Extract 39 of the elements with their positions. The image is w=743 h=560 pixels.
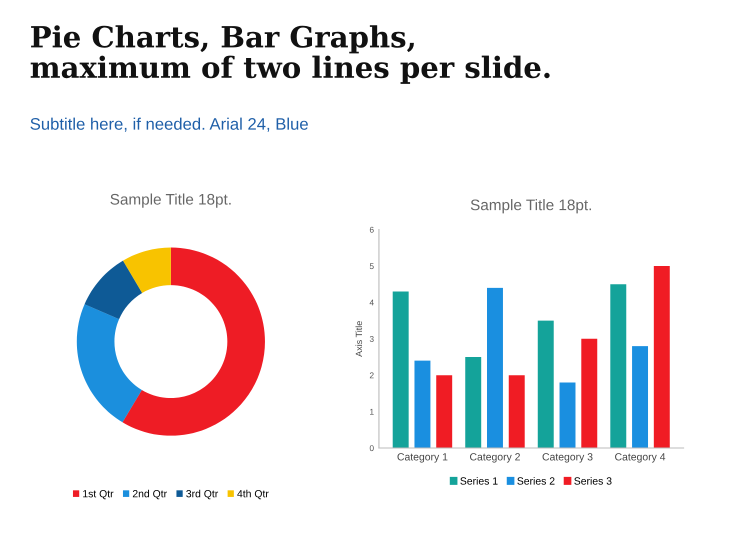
bar [632, 346, 648, 448]
y-tick-label: 0 [370, 445, 374, 452]
bar [436, 375, 452, 448]
legend-label: Series 3 [574, 477, 612, 485]
y-tick-label: 5 [370, 263, 374, 270]
text: Subtitle here, if needed. Arial 24, Blue [30, 118, 308, 132]
y-tick-label: 3 [370, 336, 374, 342]
legend-label: 2nd Qtr [132, 490, 167, 500]
y-axis-title: Axis Title [355, 321, 362, 357]
donut-slice [123, 248, 171, 294]
bar [465, 357, 482, 448]
legend-label: Series 2 [517, 477, 555, 485]
bar [487, 288, 503, 448]
bar [414, 360, 430, 448]
y-tick-label: 2 [370, 372, 374, 378]
bar [654, 266, 670, 448]
legend-label: 4th Qtr [237, 490, 269, 500]
bar [560, 382, 576, 448]
x-tick-label: Category 1 [398, 453, 448, 463]
donut-slice [84, 260, 142, 320]
donut-slice [122, 248, 265, 436]
y-tick-label: 4 [370, 300, 374, 306]
x-tick-label: Category 4 [615, 453, 666, 463]
x-tick-label: Category 3 [542, 453, 593, 463]
legend-label: 3rd Qtr [186, 490, 218, 500]
y-tick-label: 6 [370, 226, 374, 233]
bar [392, 291, 409, 448]
donut-slice [76, 304, 142, 422]
bar [538, 320, 554, 448]
bar [610, 284, 626, 448]
chart-title: Sample Title 18pt. [470, 199, 591, 214]
text: Pie Charts, Bar Graphs, maximum of two lines per slide. [30, 25, 550, 84]
bar [508, 375, 525, 448]
y-tick-label: 1 [370, 408, 374, 415]
chart-title: Sample Title 18pt. [110, 193, 231, 208]
bar [581, 338, 598, 448]
legend-label: 1st Qtr [83, 490, 114, 500]
x-tick-label: Category 2 [470, 453, 520, 463]
legend-label: Series 1 [460, 477, 498, 485]
